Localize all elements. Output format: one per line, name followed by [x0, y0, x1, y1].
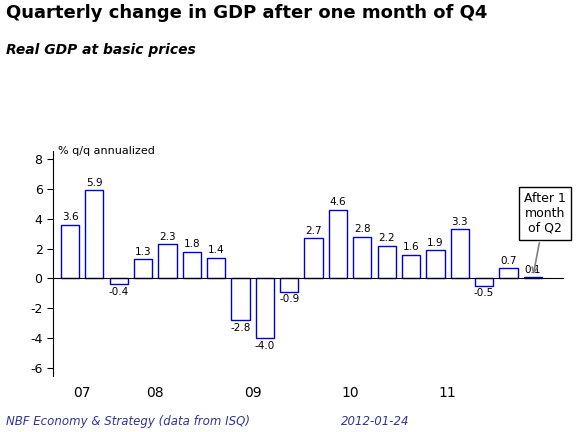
Text: % q/q annualized: % q/q annualized [58, 146, 155, 156]
Bar [450, 229, 469, 279]
Bar [426, 250, 445, 279]
Bar [524, 277, 542, 279]
Text: NBF Economy & Strategy (data from ISQ): NBF Economy & Strategy (data from ISQ) [6, 415, 250, 428]
Text: Real GDP at basic prices: Real GDP at basic prices [6, 43, 196, 57]
Text: 1.9: 1.9 [427, 238, 444, 248]
Bar [499, 268, 517, 279]
Text: 3.6: 3.6 [62, 213, 78, 222]
Text: 5.9: 5.9 [86, 178, 103, 188]
Text: -0.9: -0.9 [279, 294, 299, 304]
Text: 2.8: 2.8 [354, 224, 370, 234]
Bar [134, 259, 152, 279]
Bar [280, 279, 298, 292]
Text: -0.4: -0.4 [109, 287, 129, 297]
Text: 2.3: 2.3 [159, 232, 176, 242]
Text: 4.6: 4.6 [330, 197, 346, 207]
Text: -2.8: -2.8 [230, 323, 250, 333]
Text: 1.8: 1.8 [183, 239, 200, 249]
Text: 2012-01-24: 2012-01-24 [341, 415, 409, 428]
Bar [61, 225, 79, 279]
Text: After 1
month
of Q2: After 1 month of Q2 [524, 192, 566, 273]
Text: 2.7: 2.7 [305, 226, 322, 236]
Bar [158, 244, 176, 279]
Text: Quarterly change in GDP after one month of Q4: Quarterly change in GDP after one month … [6, 4, 487, 22]
Text: 1.3: 1.3 [135, 247, 151, 257]
Bar [231, 279, 250, 321]
Text: -4.0: -4.0 [255, 341, 275, 351]
Bar [109, 279, 128, 285]
Bar [183, 251, 201, 279]
Bar [305, 238, 323, 279]
Bar [353, 237, 372, 279]
Bar [256, 279, 274, 338]
Text: 2.2: 2.2 [378, 233, 395, 243]
Text: 0.1: 0.1 [524, 265, 541, 275]
Bar [377, 245, 396, 279]
Text: 1.4: 1.4 [208, 245, 225, 255]
Text: 3.3: 3.3 [452, 217, 468, 227]
Text: -0.5: -0.5 [474, 288, 495, 298]
Text: 1.6: 1.6 [403, 242, 419, 252]
Bar [329, 210, 347, 279]
Text: 0.7: 0.7 [500, 256, 517, 266]
Bar [475, 279, 493, 286]
Bar [402, 254, 420, 279]
Bar [207, 257, 225, 279]
Bar [85, 190, 103, 279]
